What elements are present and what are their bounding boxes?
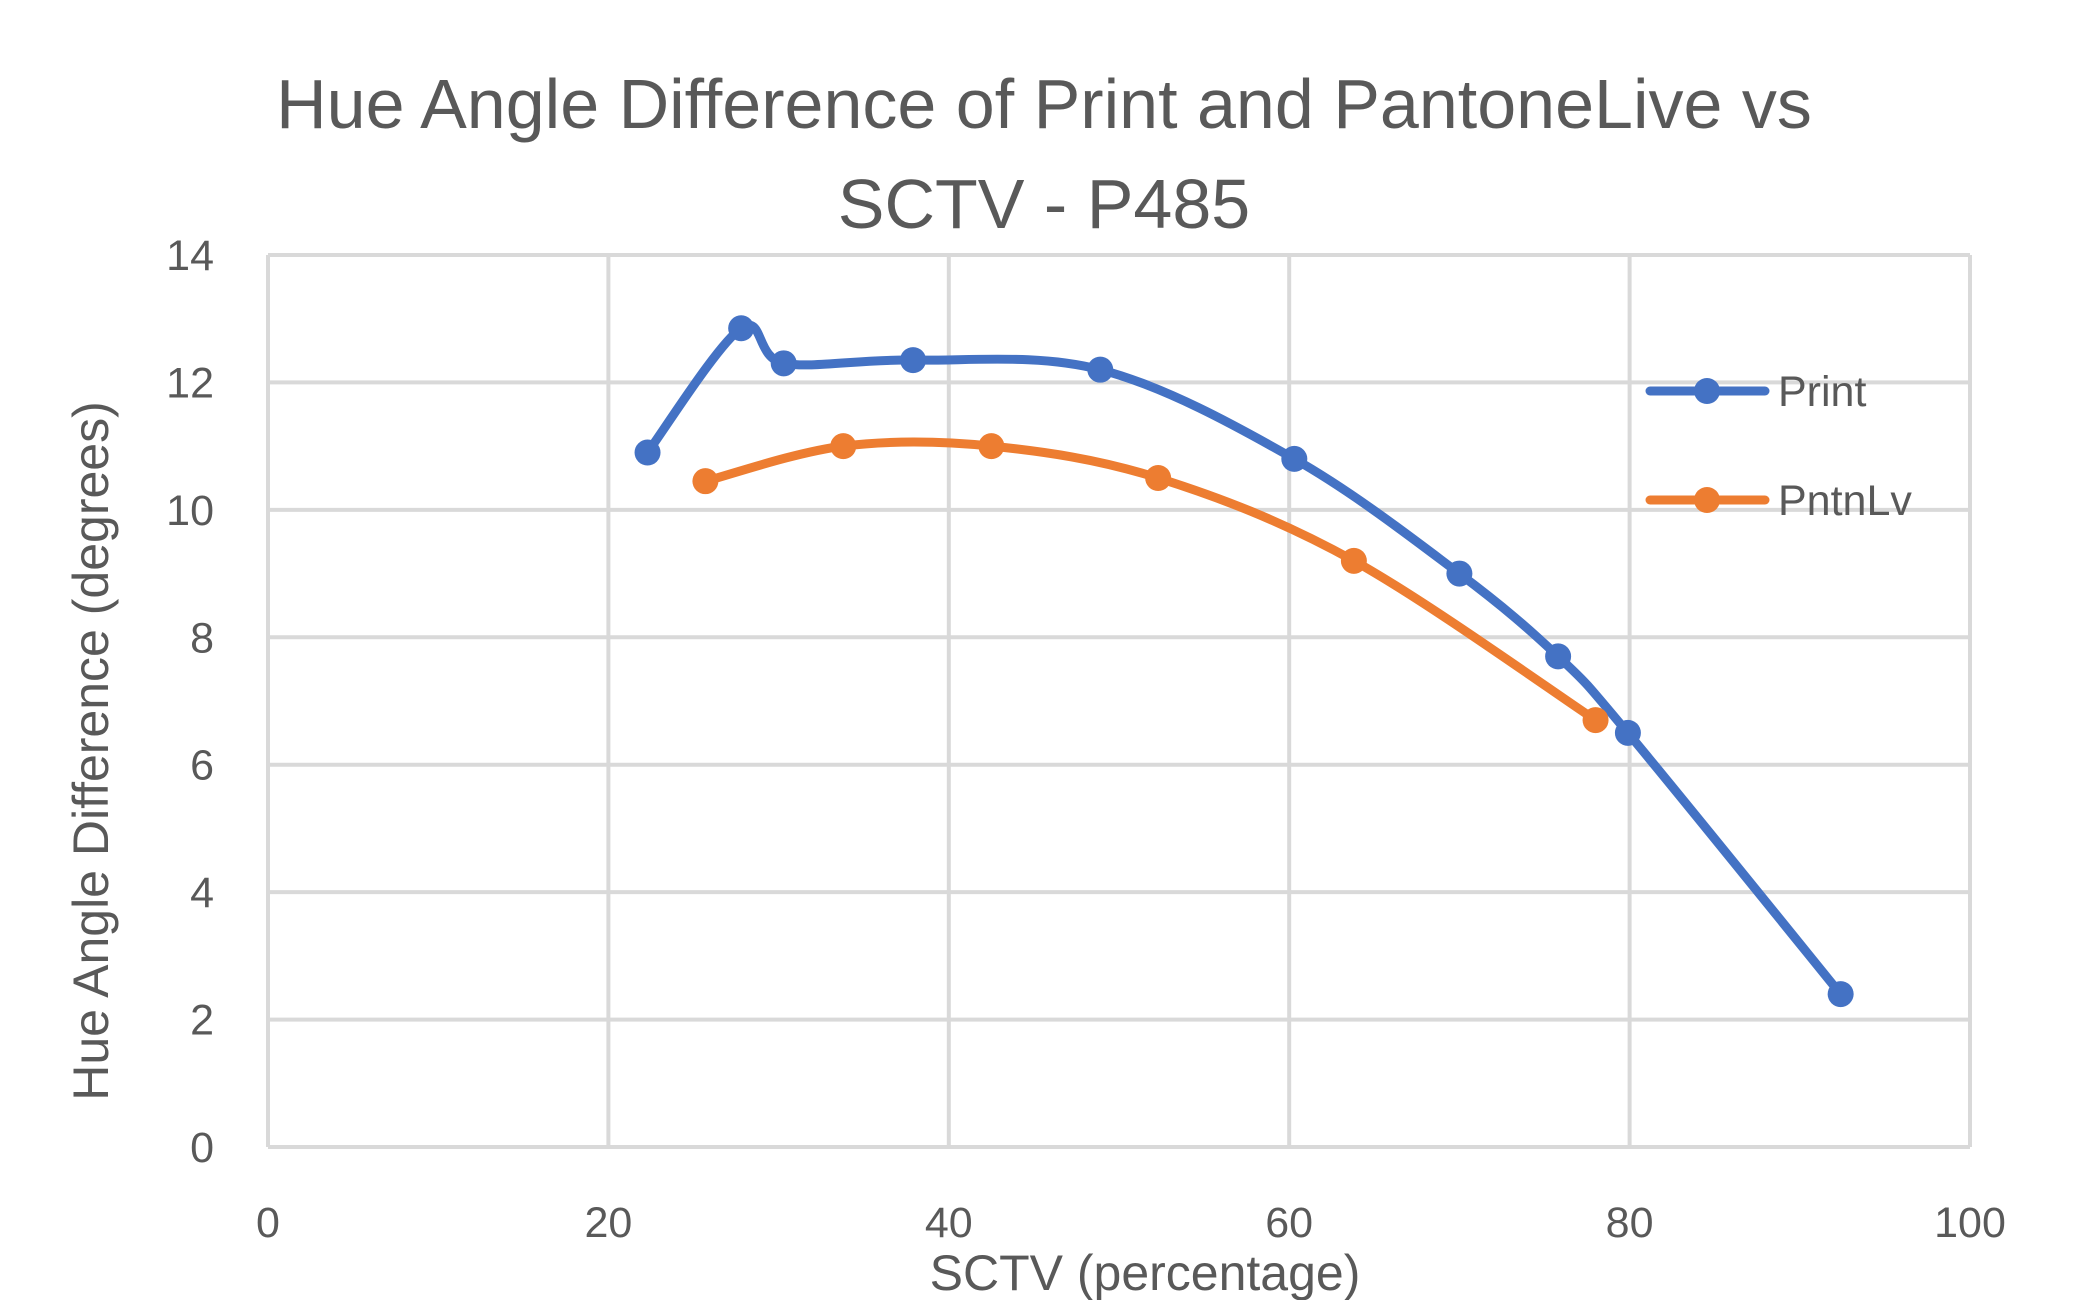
- data-point: [1545, 643, 1572, 670]
- legend-swatch-marker: [1694, 487, 1720, 513]
- data-point: [770, 350, 797, 377]
- data-point: [728, 315, 755, 342]
- series-pntnlv: [692, 433, 1609, 734]
- x-tick-label: 20: [584, 1199, 632, 1247]
- data-point: [900, 347, 927, 374]
- x-tick-label: 0: [256, 1199, 280, 1247]
- axes: [266, 255, 1970, 1149]
- y-tick-label: 8: [190, 614, 214, 662]
- y-tick-label: 2: [190, 997, 214, 1045]
- legend-swatch-marker: [1694, 378, 1720, 404]
- y-tick-labels: 0 2 4 6 8 10 12 14: [166, 232, 214, 1172]
- x-tick-label: 40: [925, 1199, 973, 1247]
- data-point: [1582, 707, 1609, 734]
- legend: Print PntnLv: [1645, 368, 1912, 525]
- data-point: [830, 433, 857, 460]
- data-point: [634, 439, 661, 466]
- x-tick-label: 100: [1934, 1199, 2006, 1247]
- legend-item-pntnlv: PntnLv: [1645, 477, 1912, 525]
- y-tick-label: 4: [190, 869, 214, 917]
- y-tick-label: 14: [166, 232, 214, 280]
- legend-item-print: Print: [1645, 368, 1866, 416]
- y-tick-label: 0: [190, 1124, 214, 1172]
- y-axis-title: Hue Angle Difference (degrees): [63, 401, 119, 1101]
- chart-title-line-2: SCTV - P485: [838, 165, 1250, 243]
- y-tick-label: 10: [166, 487, 214, 535]
- data-point: [978, 433, 1005, 460]
- data-point: [1340, 547, 1367, 574]
- gridlines: [268, 253, 1972, 1147]
- series-print: [634, 315, 1854, 1008]
- series: [634, 315, 1854, 1008]
- x-tick-labels: 0 20 40 60 80 100: [256, 1199, 2006, 1247]
- data-point: [692, 468, 719, 495]
- data-point: [1827, 981, 1854, 1008]
- data-point: [1614, 719, 1641, 746]
- chart-title-line-1: Hue Angle Difference of Print and Panton…: [276, 65, 1812, 143]
- data-point: [1446, 560, 1473, 587]
- data-point: [1281, 445, 1308, 472]
- y-tick-label: 6: [190, 742, 214, 790]
- x-axis-title: SCTV (percentage): [930, 1245, 1361, 1300]
- series-line: [643, 320, 1846, 999]
- data-point: [1145, 465, 1172, 491]
- legend-label: Print: [1778, 368, 1866, 416]
- x-tick-label: 60: [1265, 1199, 1313, 1247]
- x-tick-label: 80: [1606, 1199, 1654, 1247]
- chart-title: Hue Angle Difference of Print and Panton…: [276, 65, 1812, 243]
- data-point: [1087, 356, 1114, 383]
- legend-label: PntnLv: [1778, 477, 1912, 525]
- y-tick-label: 12: [166, 359, 214, 407]
